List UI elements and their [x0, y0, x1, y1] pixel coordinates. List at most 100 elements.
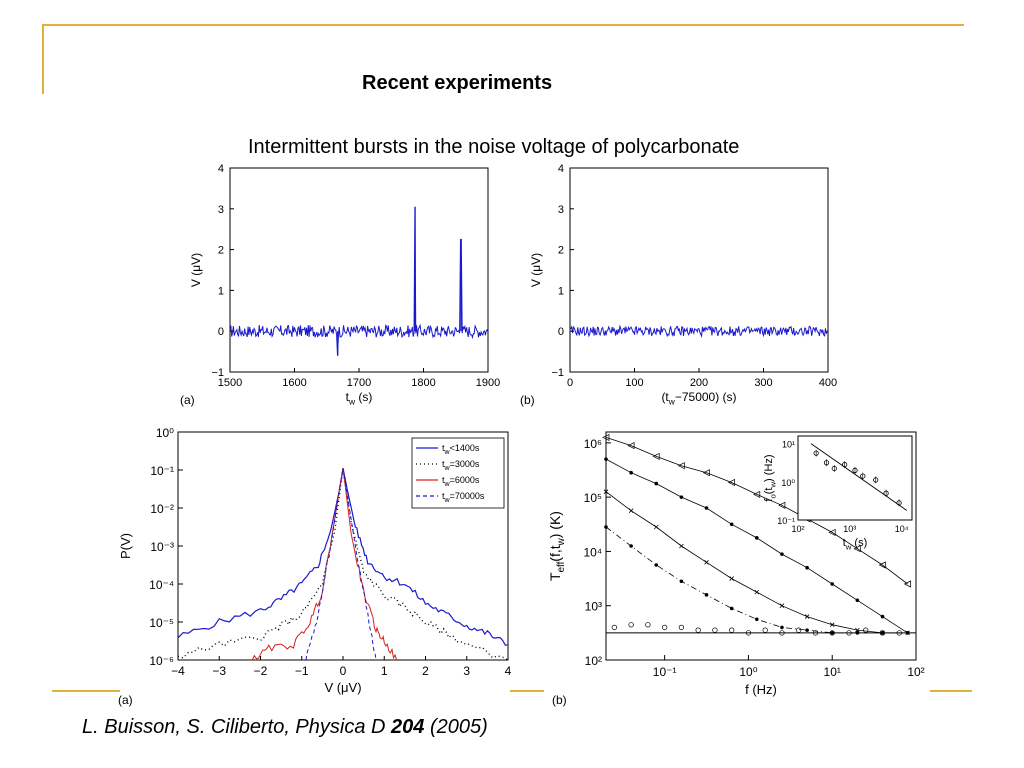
data-point: [679, 543, 684, 549]
data-point: [828, 528, 836, 536]
x-tick-label: 100: [625, 377, 643, 389]
legend-entry-part: t: [442, 491, 445, 501]
inset-y-axis-label-part: (t: [763, 487, 775, 494]
data-point: [754, 589, 760, 595]
plot-frame: [229, 167, 489, 373]
inset-x-tick-label: 10⁴: [895, 524, 909, 534]
inset-x-axis-label-part: w: [845, 542, 852, 551]
bottom-right-accent-line: [930, 690, 972, 692]
data-point: [729, 606, 734, 611]
data-point: [729, 576, 734, 581]
citation-volume: 204: [391, 716, 425, 738]
data-point: [628, 622, 634, 628]
y-tick-label: 2: [558, 245, 564, 257]
data-point: [762, 627, 768, 633]
y-tick-label: 3: [558, 204, 564, 216]
panel-label: (a): [118, 693, 133, 707]
data-point: [830, 631, 835, 635]
data-point: [780, 625, 784, 630]
series-line: [569, 324, 829, 338]
x-axis-label-part: w: [668, 397, 676, 407]
inset-y-axis-label-part: w: [768, 481, 777, 488]
y-tick-label: 10⁻³: [150, 540, 174, 554]
data-point: [905, 630, 910, 636]
inset-frame: [797, 435, 913, 521]
data-point: [704, 593, 709, 597]
y-axis-label-part: T: [547, 572, 563, 581]
data-point: [727, 478, 736, 487]
y-tick-label: 10⁵: [584, 491, 602, 505]
y-tick-label: 0: [218, 326, 224, 338]
data-point: [830, 582, 835, 586]
data-point: [780, 552, 784, 556]
inset-y-tick-label: 10¹: [782, 440, 795, 450]
data-point: [604, 457, 608, 461]
inset-y-tick-label: 10⁰: [781, 478, 795, 488]
legend-entry: tw<1400s: [442, 443, 480, 456]
x-tick-label: 10⁰: [739, 665, 757, 679]
y-tick-label: 2: [218, 245, 224, 257]
legend-entry-part: =6000s: [450, 475, 480, 485]
data-point: [611, 624, 618, 631]
x-tick-label: 10¹: [824, 665, 841, 679]
data-point: [629, 544, 633, 548]
slide-title: Recent experiments: [362, 72, 553, 94]
data-point: [702, 469, 710, 477]
inset-y-axis-label-part: ) (Hz): [763, 454, 775, 482]
y-tick-label: 10⁻⁵: [149, 616, 174, 630]
data-point: [846, 630, 852, 636]
legend-entry-part: t: [442, 475, 445, 485]
y-axis-label: Teff(f,tw) (K): [547, 511, 567, 581]
data-point: [629, 470, 633, 475]
inset-y-axis-label-part: f: [763, 498, 775, 502]
data-point: [677, 462, 685, 470]
data-point: [729, 522, 734, 527]
legend-entry-part: w: [444, 481, 451, 488]
y-axis-label-part: eff: [556, 561, 567, 572]
x-axis-label-part: (t: [661, 390, 669, 404]
legend-box: [411, 437, 505, 509]
x-tick-label: 200: [690, 377, 708, 389]
y-tick-label: 10⁰: [156, 426, 174, 440]
y-tick-label: 10⁴: [583, 545, 602, 559]
x-tick-label: −1: [295, 664, 309, 678]
y-tick-label: 10²: [585, 654, 602, 668]
x-tick-label: −3: [212, 664, 226, 678]
data-point: [661, 624, 668, 631]
inset-x-axis-label-part: (s): [851, 537, 867, 549]
data-point: [645, 622, 651, 628]
x-axis-label-part: w: [348, 397, 356, 407]
y-tick-label: 10³: [585, 600, 602, 614]
legend-entry-part: w: [444, 497, 451, 504]
data-point: [678, 624, 685, 631]
top-accent-line: [42, 24, 964, 26]
inset-y-tick-label: 10⁻¹: [777, 516, 795, 526]
y-tick-label: 10⁶: [584, 437, 602, 451]
data-point: [779, 603, 785, 608]
data-point: [652, 452, 660, 460]
citation: L. Buisson, S. Ciliberto, Physica D 204 …: [82, 716, 488, 738]
data-point: [755, 536, 759, 540]
data-point: [704, 560, 709, 565]
data-point: [602, 433, 610, 441]
x-tick-label: 1900: [476, 377, 500, 389]
legend-entry-part: <1400s: [450, 443, 480, 453]
y-tick-label: 10⁻²: [150, 502, 174, 516]
x-axis-label: V (μV): [324, 680, 361, 695]
data-point: [603, 489, 609, 494]
bottom-mid-accent-line: [510, 690, 544, 692]
legend-entry-part: t: [442, 459, 445, 469]
series-line: [229, 206, 489, 356]
inset-y-axis-label: fo(tw) (Hz): [763, 454, 777, 501]
x-tick-label: 1500: [218, 377, 242, 389]
legend-entry: tw=70000s: [442, 491, 485, 504]
voltage-distribution-chart: −4 −3 −2 −1 0 1 2 3 4 10⁰ 10⁻¹ 10⁻² 10⁻³ 10⁻⁴ 10⁻⁵ 10⁻⁶…: [118, 426, 512, 707]
data-point: [654, 481, 659, 486]
legend-entry-part: w: [444, 449, 451, 456]
data-point: [879, 630, 886, 636]
data-point: [855, 598, 860, 603]
effective-temperature-chart: 10⁻¹ 10⁰ 10¹ 10² 10² 10³ 10⁴ 10⁵ 10⁶ f (Hz) Teff(f…: [547, 431, 925, 707]
x-tick-label: 1600: [282, 377, 306, 389]
x-axis-label: f (Hz): [745, 682, 777, 697]
data-point: [627, 442, 635, 450]
